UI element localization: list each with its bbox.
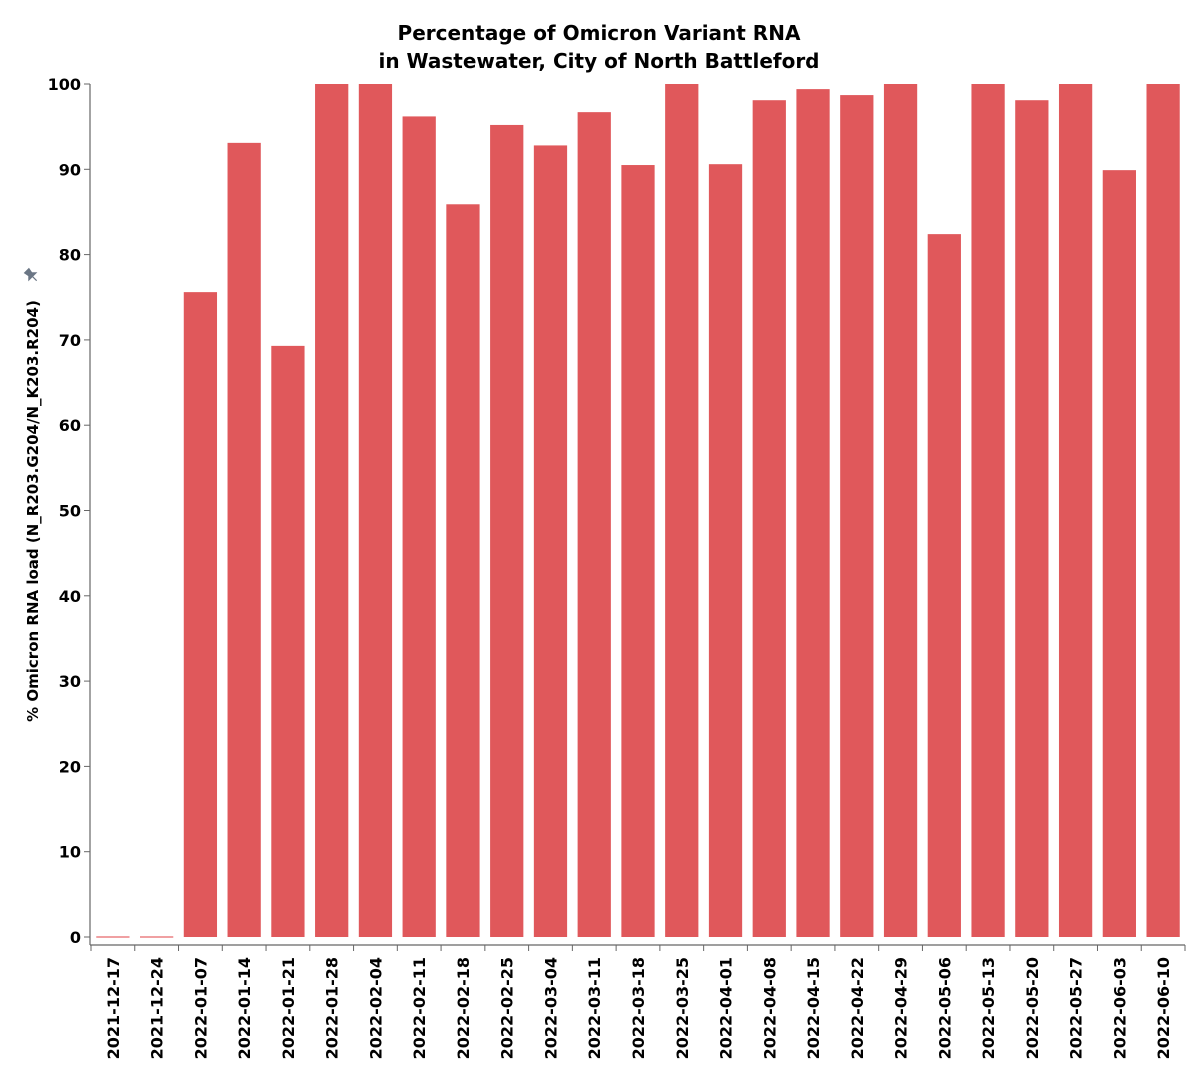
bar[interactable] [96, 936, 130, 938]
bar[interactable] [533, 145, 568, 937]
x-tick-label: 2022-03-18 [629, 957, 648, 1059]
y-tick-label: 0 [70, 928, 81, 947]
chart-title-line-1: Percentage of Omicron Variant RNA [398, 21, 801, 45]
x-tick-label: 2022-02-11 [410, 957, 429, 1059]
bar[interactable] [227, 142, 261, 937]
pin-icon[interactable] [23, 267, 40, 284]
bars [96, 84, 1180, 938]
x-tick-label: 2022-04-22 [848, 957, 867, 1059]
bar[interactable] [752, 100, 786, 937]
x-tick-label: 2022-01-07 [191, 957, 210, 1059]
x-tick-label: 2022-02-18 [454, 957, 473, 1059]
x-tick-label: 2022-03-25 [673, 957, 692, 1059]
bar[interactable] [315, 84, 349, 937]
bar[interactable] [971, 84, 1005, 937]
bar[interactable] [446, 204, 480, 937]
chart-title-line-2: in Wastewater, City of North Battleford [378, 49, 819, 73]
y-tick-label: 70 [59, 331, 81, 350]
x-tick-label: 2022-04-01 [717, 957, 736, 1059]
bar[interactable] [1102, 170, 1136, 937]
x-tick-label: 2022-05-20 [1023, 957, 1042, 1059]
x-tick-label: 2022-06-03 [1110, 957, 1129, 1059]
x-tick-label: 2022-05-13 [979, 957, 998, 1059]
x-tick-label: 2022-02-25 [498, 957, 517, 1059]
bar[interactable] [665, 84, 699, 937]
x-tick-label: 2022-04-15 [804, 957, 823, 1059]
x-tick-label: 2022-06-10 [1154, 957, 1173, 1059]
bar[interactable] [490, 124, 524, 938]
bar[interactable] [402, 116, 436, 937]
y-tick-label: 40 [59, 587, 81, 606]
bar[interactable] [621, 165, 655, 937]
bar[interactable] [271, 345, 305, 938]
x-tick-label: 2021-12-24 [148, 957, 167, 1059]
x-tick-label: 2022-05-27 [1067, 957, 1086, 1059]
y-tick-label: 60 [59, 416, 81, 435]
x-tick-label: 2022-03-04 [541, 957, 560, 1059]
y-axis: 0 10 20 30 40 50 60 70 80 90 100 [48, 75, 91, 947]
bar[interactable] [840, 95, 874, 938]
y-tick-label: 30 [59, 672, 81, 691]
bar[interactable] [1058, 84, 1093, 937]
x-tick-label: 2022-04-29 [892, 957, 911, 1059]
x-tick-label: 2022-04-08 [760, 957, 779, 1059]
x-tick-label: 2022-01-28 [323, 957, 342, 1059]
x-tick-label: 2021-12-17 [104, 957, 123, 1059]
y-tick-label: 50 [59, 502, 81, 521]
y-tick-label: 20 [59, 757, 81, 776]
x-tick-label: 2022-03-11 [585, 957, 604, 1059]
y-tick-label: 100 [48, 75, 81, 94]
y-axis-label: % Omicron RNA load (N_R203.G204/N_K203.R… [24, 300, 42, 722]
x-tick-label: 2022-01-14 [235, 957, 254, 1059]
x-tick-label: 2022-05-06 [935, 957, 954, 1059]
y-tick-label: 80 [59, 246, 81, 265]
bar[interactable] [358, 84, 393, 937]
bar[interactable] [927, 234, 961, 938]
bar[interactable] [883, 84, 918, 937]
x-tick-label: 2022-02-04 [366, 957, 385, 1059]
bar[interactable] [1146, 84, 1180, 937]
bar[interactable] [577, 112, 611, 938]
y-tick-label: 90 [59, 160, 81, 179]
x-tick-label: 2022-01-21 [279, 957, 298, 1059]
y-tick-label: 10 [59, 843, 81, 862]
bar[interactable] [183, 292, 218, 938]
bar[interactable] [140, 936, 174, 938]
bar[interactable] [796, 89, 830, 938]
x-axis: 2021-12-17 2021-12-24 2022-01-07 2022-01-14… [90, 944, 1186, 1059]
bar[interactable] [708, 164, 743, 937]
bar[interactable] [1015, 100, 1049, 937]
